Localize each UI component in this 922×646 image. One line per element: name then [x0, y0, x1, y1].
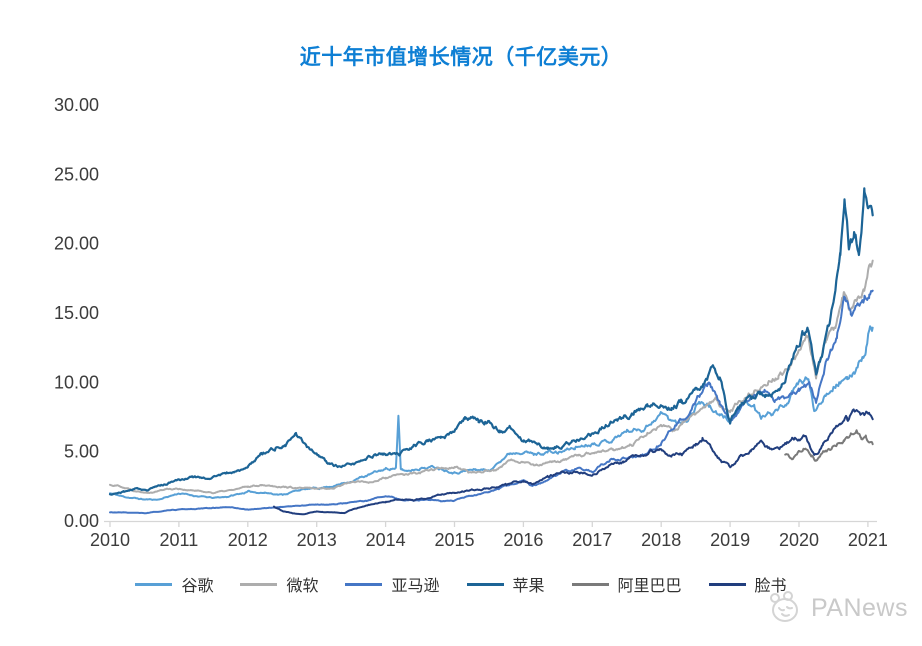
x-tick-label: 2018: [641, 530, 681, 550]
y-tick-label: 20.00: [54, 234, 99, 254]
x-tick-label: 2011: [160, 530, 199, 550]
x-tick-label: 2015: [434, 530, 474, 550]
legend-item-alibaba: 阿里巴巴: [571, 572, 682, 596]
legend-item-facebook: 脸书: [708, 572, 787, 596]
x-axis: [104, 520, 877, 527]
series-line-apple: [108, 187, 874, 496]
legend-label-amazon: 亚马逊: [391, 578, 440, 595]
legend-swatch-microsoft: [240, 582, 278, 586]
series-line-alibaba: [784, 429, 874, 462]
legend-label-facebook: 脸书: [754, 578, 787, 595]
series-line-microsoft: [109, 259, 874, 495]
x-tick-label: 2020: [779, 530, 819, 550]
panews-panda-logo-icon: [769, 591, 798, 622]
legend-item-microsoft: 微软: [240, 572, 318, 596]
x-tick-label: 2013: [297, 530, 337, 550]
legend: 谷歌 微软 亚马逊 苹果 阿里巴巴 脸书: [0, 572, 922, 596]
legend-swatch-apple: [466, 582, 504, 586]
series-line-facebook: [273, 408, 874, 516]
x-tick-label: 2019: [710, 530, 750, 550]
y-tick-label: 5.00: [64, 442, 99, 462]
y-tick-label: 0.00: [64, 511, 99, 531]
y-tick-label: 15.00: [54, 303, 99, 323]
legend-item-google: 谷歌: [135, 572, 213, 596]
legend-label-microsoft: 微软: [286, 578, 319, 595]
legend-label-apple: 苹果: [512, 578, 545, 595]
watermark-text: PANews: [810, 593, 908, 622]
series-line-google: [109, 325, 874, 501]
legend-item-amazon: 亚马逊: [345, 572, 440, 596]
chart-title: 近十年市值增长情况（千亿美元）: [299, 46, 623, 69]
watermark: PANews: [767, 590, 908, 626]
legend-swatch-facebook: [708, 582, 746, 586]
series-line-amazon: [109, 289, 874, 515]
y-tick-label: 30.00: [54, 95, 99, 115]
x-tick-label: 2014: [366, 530, 406, 550]
legend-label-alibaba: 阿里巴巴: [617, 578, 682, 595]
legend-swatch-google: [135, 582, 173, 586]
x-tick-label: 2012: [228, 530, 268, 550]
x-tick-label: 2017: [572, 530, 612, 550]
legend-label-google: 谷歌: [181, 578, 214, 595]
legend-swatch-alibaba: [571, 582, 609, 586]
legend-swatch-amazon: [345, 582, 383, 586]
y-tick-label: 25.00: [54, 164, 99, 184]
legend-item-apple: 苹果: [466, 572, 545, 596]
y-tick-label: 10.00: [54, 372, 99, 392]
x-tick-label: 2016: [503, 530, 543, 550]
x-tick-label: 2010: [90, 530, 130, 550]
x-tick-label: 2021: [848, 530, 888, 550]
